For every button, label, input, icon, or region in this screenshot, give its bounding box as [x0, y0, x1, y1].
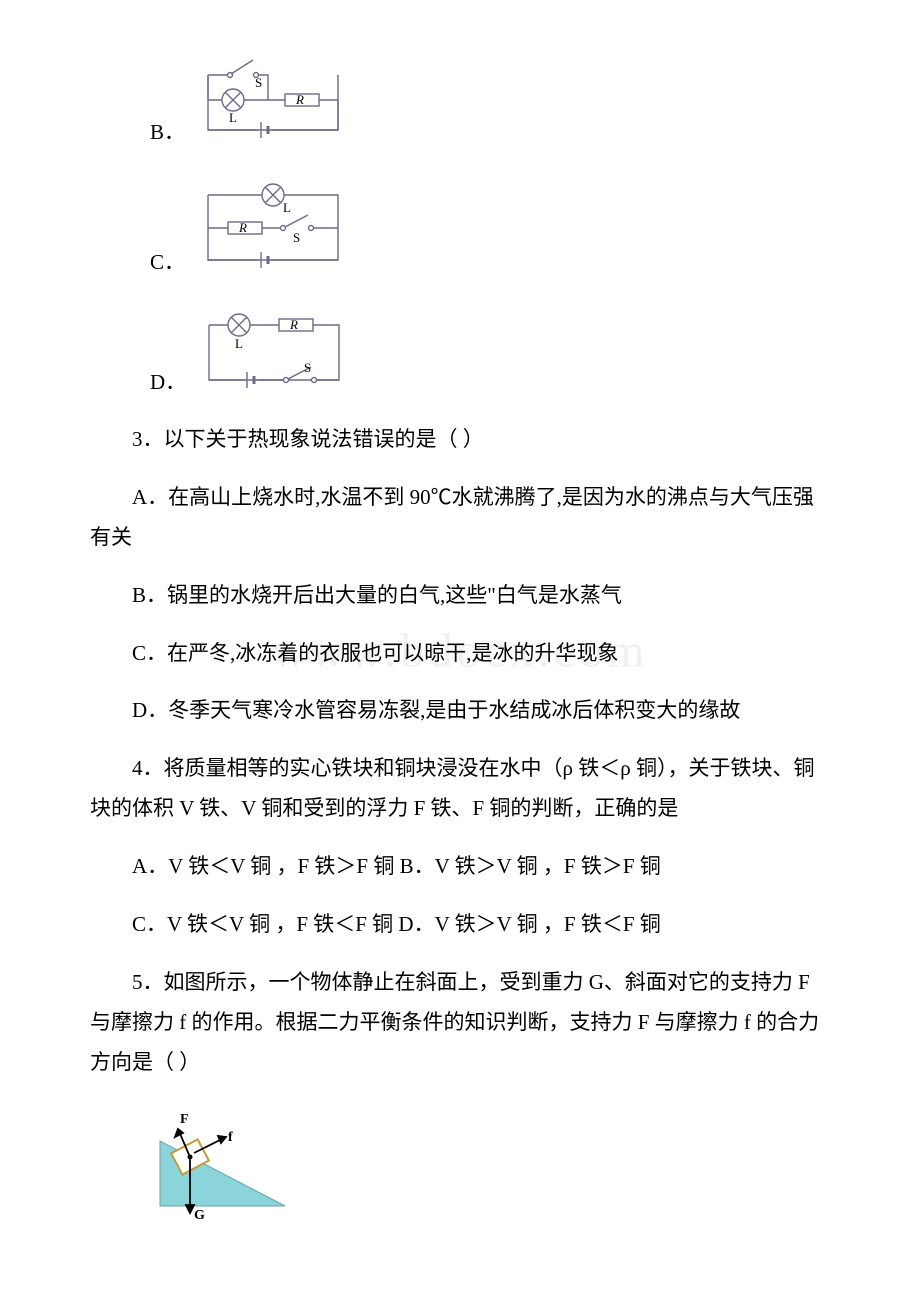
lamp-label: L — [235, 336, 243, 351]
lamp-label: L — [229, 110, 237, 125]
force-f-lower: f — [228, 1130, 233, 1145]
circuit-c-svg: L R S — [193, 170, 353, 280]
circuit-d-svg: L R S — [194, 300, 354, 400]
circuit-option-c: C． L R S — [90, 170, 830, 280]
option-label-b: B． — [150, 116, 185, 150]
res-label: R — [295, 92, 304, 107]
force-g: G — [194, 1208, 205, 1221]
switch-label: S — [255, 75, 262, 90]
q3-stem: 3．以下关于热现象说法错误的是（ ） — [90, 420, 830, 460]
q3-opt-a: A．在高山上烧水时,水温不到 90℃水就沸腾了,是因为水的沸点与大气压强有关 — [90, 478, 830, 558]
res-label: R — [238, 220, 247, 235]
option-label-d: D． — [150, 366, 186, 400]
lamp-label: L — [283, 200, 291, 215]
q4-row2: C．V 铁＜V 铜 ，F 铁＜F 铜 D．V 铁＞V 铜 ，F 铁＜F 铜 — [90, 905, 830, 945]
circuit-b-svg: S L R — [193, 40, 353, 150]
switch-label: S — [293, 230, 300, 245]
q5-figure: F f G — [150, 1101, 830, 1226]
circuit-option-d: D． L R S — [90, 300, 830, 400]
circuit-option-b: B． S — [90, 40, 830, 150]
force-f-upper: F — [180, 1112, 189, 1127]
q3-opt-c: C．在严冬,冰冻着的衣服也可以晾干,是冰的升华现象 — [90, 634, 830, 674]
q3-opt-d: D．冬季天气寒冷水管容易冻裂,是由于水结成冰后体积变大的缘故 — [90, 691, 830, 731]
switch-label: S — [304, 360, 311, 375]
q4-stem: 4．将质量相等的实心铁块和铜块浸没在水中（ρ 铁＜ρ 铜），关于铁块、铜块的体积… — [90, 749, 830, 829]
res-label: R — [289, 317, 298, 332]
q5-stem: 5．如图所示，一个物体静止在斜面上，受到重力 G、斜面对它的支持力 F 与摩擦力… — [90, 963, 830, 1083]
q3-opt-b: B．锅里的水烧开后出大量的白气,这些"白气是水蒸气 — [90, 576, 830, 616]
option-label-c: C． — [150, 246, 185, 280]
q4-row1: A．V 铁＜V 铜 ，F 铁＞F 铜 B．V 铁＞V 铜 ，F 铁＞F 铜 — [90, 847, 830, 887]
